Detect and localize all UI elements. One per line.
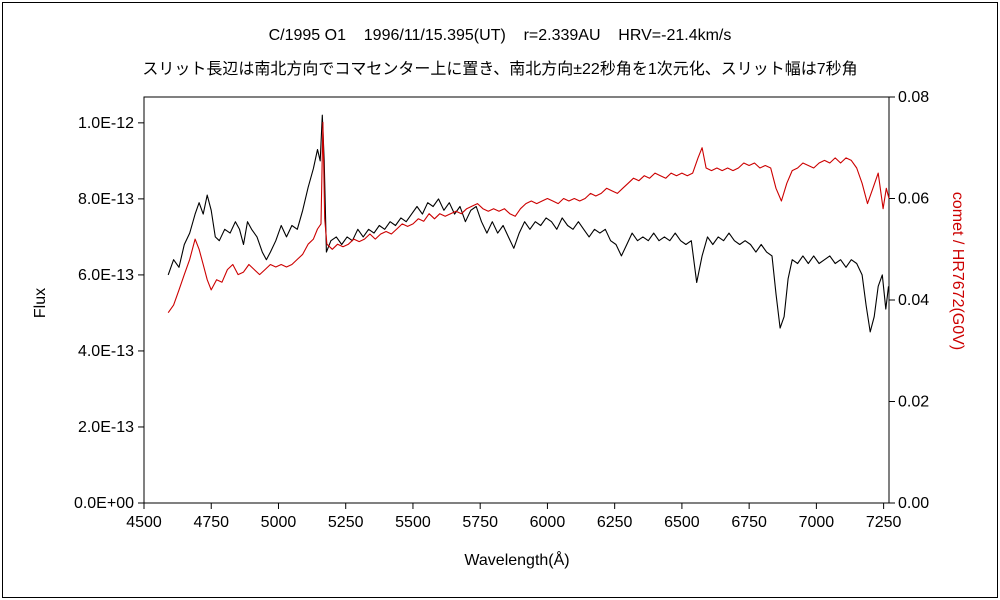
y-left-tick-label: 6.0E-13 bbox=[78, 267, 134, 284]
x-tick-label: 5750 bbox=[462, 514, 498, 531]
x-tick-label: 6250 bbox=[597, 514, 633, 531]
x-axis-label: Wavelength(Å) bbox=[464, 552, 570, 569]
x-tick-label: 4500 bbox=[126, 514, 162, 531]
x-tick-label: 5500 bbox=[395, 514, 431, 531]
series-right bbox=[167, 121, 890, 314]
x-tick-label: 6500 bbox=[664, 514, 700, 531]
series-left bbox=[167, 114, 890, 333]
x-tick-label: 6000 bbox=[530, 514, 566, 531]
y-right-tick-label: 0.04 bbox=[898, 292, 929, 309]
y-right-tick-label: 0.00 bbox=[898, 495, 929, 512]
y-left-tick-label: 2.0E-13 bbox=[78, 419, 134, 436]
x-tick-label: 7000 bbox=[799, 514, 835, 531]
y-left-tick-label: 0.0E+00 bbox=[74, 495, 134, 512]
x-tick-label: 5250 bbox=[328, 514, 364, 531]
y-left-tick-label: 8.0E-13 bbox=[78, 191, 134, 208]
x-tick-label: 5000 bbox=[261, 514, 297, 531]
chart-title: C/1995 O1 1996/11/15.395(UT) r=2.339AU H… bbox=[268, 27, 732, 44]
x-tick-label: 4750 bbox=[193, 514, 229, 531]
x-tick-label: 6750 bbox=[731, 514, 767, 531]
spectrum-plot: 4500 4750 5000 5250 5500 5750 6000 6250 6500 6750… bbox=[74, 89, 929, 531]
y-right-tick-label: 0.08 bbox=[898, 89, 929, 106]
y-left-tick-label: 1.0E-12 bbox=[78, 115, 134, 132]
y-left-tick-label: 4.0E-13 bbox=[78, 343, 134, 360]
x-tick-label: 7250 bbox=[866, 514, 902, 531]
y-right-tick-label: 0.06 bbox=[898, 191, 929, 208]
chart-subtitle: スリット長辺は南北方向でコマセンター上に置き、南北方向±22秒角を1次元化、スリ… bbox=[142, 61, 858, 78]
y-right-tick-label: 0.02 bbox=[898, 394, 929, 411]
